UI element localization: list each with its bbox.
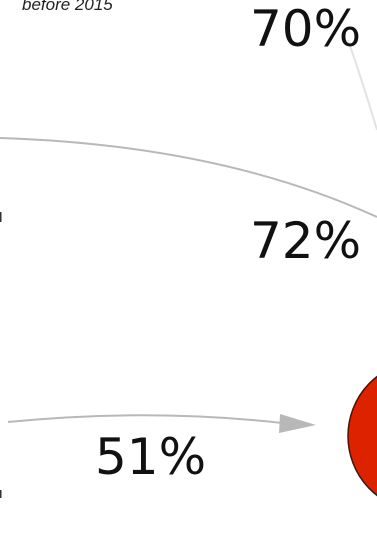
flow-arrow-bottom-head xyxy=(279,414,316,433)
percentage-label-72: 72% xyxy=(250,212,362,270)
red-node-circle xyxy=(347,375,377,497)
flow-arc-top xyxy=(347,39,377,131)
period-note: before 2015 xyxy=(22,0,113,14)
percentage-label-70: 70% xyxy=(250,0,362,58)
percentage-label-51: 51% xyxy=(95,428,207,486)
flow-arc-middle xyxy=(0,137,377,218)
flow-arrow-bottom-line xyxy=(7,414,283,424)
